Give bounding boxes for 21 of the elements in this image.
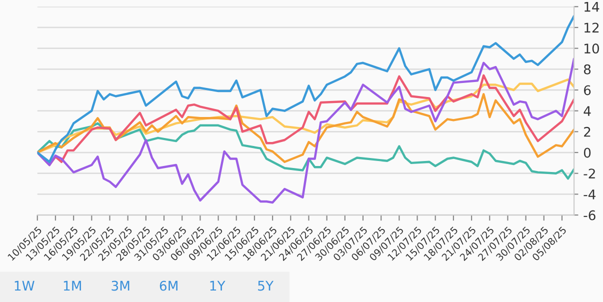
line-series (37, 122, 574, 180)
text: 6M (160, 280, 178, 291)
y-tick-label: 2 (584, 126, 590, 137)
line-series (37, 58, 574, 204)
y-tick-label: 0 (584, 148, 591, 158)
text: 3M (112, 280, 130, 291)
y-tick-label: 12 (584, 22, 599, 32)
y-tick-label: -6 (584, 210, 596, 220)
text: 1Y (210, 280, 226, 291)
y-tick-label: 6 (584, 85, 591, 96)
y-tick-label: 10 (584, 44, 599, 54)
line-series (37, 14, 574, 163)
line-series (37, 93, 574, 163)
y-tick-label: 14 (584, 2, 600, 12)
y-tick-label: -4 (584, 190, 596, 200)
y-tick-label: 4 (584, 106, 591, 116)
y-tick-label: -2 (584, 168, 595, 178)
y-tick-label: 8 (584, 64, 591, 74)
text: 5Y (258, 280, 274, 291)
text: 1W (14, 280, 34, 291)
text: 1M (64, 280, 81, 291)
